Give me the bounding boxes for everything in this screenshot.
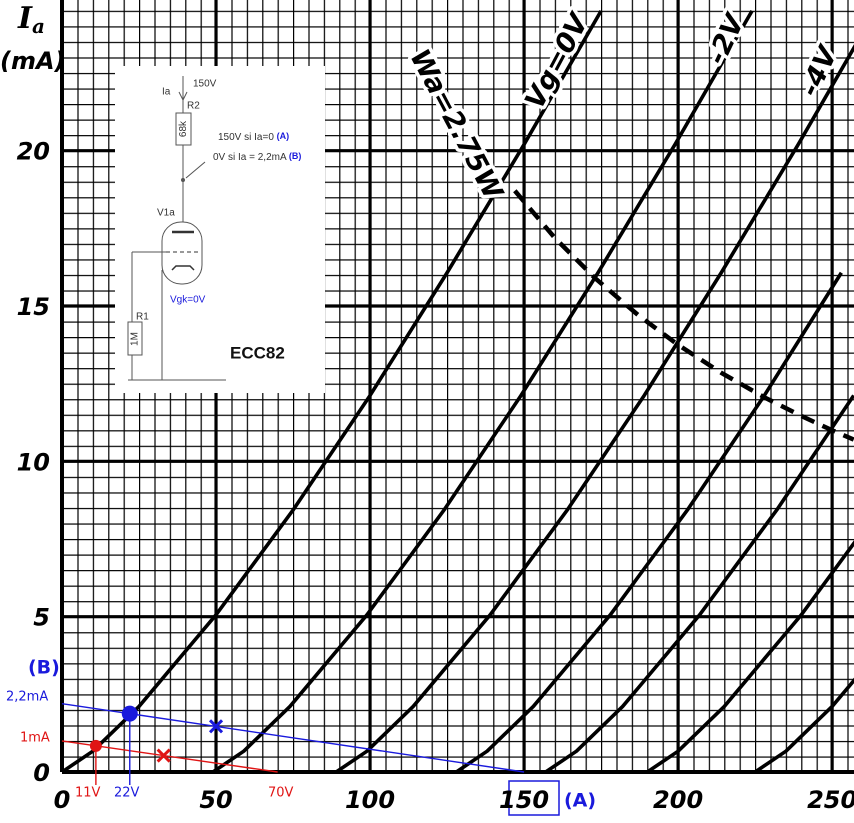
y-tick-label: 5 [33, 604, 50, 632]
curve [544, 394, 854, 772]
resistor [127, 321, 143, 356]
annotation: (A) [564, 790, 596, 812]
resistor-label: R2 [187, 101, 200, 112]
marker [121, 705, 138, 722]
marker [208, 719, 224, 734]
curve [62, 9, 603, 772]
tube-label: V1a [157, 208, 175, 219]
marker [156, 748, 171, 763]
curve [335, 44, 854, 772]
curve [646, 540, 854, 772]
x-tick-label: 150 [499, 786, 549, 814]
y-axis-label: Ia [17, 1, 45, 38]
overlay [61, 702, 525, 785]
arrow [178, 91, 188, 102]
highlight-box [508, 780, 560, 816]
resistor-value: 1M [130, 332, 141, 346]
curves [62, 9, 854, 772]
bias-label: Vgk=0V [170, 295, 206, 306]
annotation: 1mA [20, 731, 50, 746]
annotation: 22V [114, 786, 140, 801]
note-tag: (A) [277, 131, 290, 141]
note-tag: (B) [289, 151, 302, 161]
supply-label: 150V [193, 79, 217, 90]
marker [89, 739, 102, 752]
cathode [171, 265, 195, 271]
x-tick-label: 50 [199, 786, 232, 814]
y-axis-unit: (mA) [0, 47, 66, 75]
curve [211, 9, 754, 772]
x-tick-label: 0 [54, 786, 71, 814]
pointer [185, 161, 206, 179]
y-tick-label: 20 [17, 138, 50, 166]
y-tick-label: 15 [17, 293, 50, 321]
load-line [61, 702, 525, 773]
note-text: 150V si Ia=0 [218, 132, 274, 143]
inset-panel [115, 66, 325, 393]
annotation: 70V [268, 786, 294, 801]
node [181, 178, 185, 182]
inset-schematic: 68k 1M 150V Ia R2 150V si Ia=0 (A) 0V si… [115, 66, 325, 393]
x-tick-label: 100 [345, 786, 395, 814]
model-label: ECC82 [230, 343, 285, 362]
y-axis-symbol: I [17, 1, 33, 36]
x-tick-label: 200 [653, 786, 703, 814]
resistor-label: R1 [136, 312, 149, 323]
annotation: (B) [28, 657, 60, 679]
y-tick-label: 0 [33, 759, 50, 787]
note-a: 150V si Ia=0 (A) [218, 131, 289, 142]
curve [754, 677, 854, 772]
x-tick-label: 250 [807, 786, 854, 814]
current-label: Ia [162, 87, 171, 98]
note-b: 0V si Ia = 2,2mA (B) [213, 151, 301, 162]
y-axis-subscript: a [32, 14, 45, 38]
resistor-value: 68k [178, 120, 189, 137]
note-text: 0V si Ia = 2,2mA [213, 152, 287, 163]
y-tick-label: 10 [17, 448, 50, 476]
annotation: 2,2mA [6, 690, 48, 705]
annotation: 11V [75, 786, 101, 801]
